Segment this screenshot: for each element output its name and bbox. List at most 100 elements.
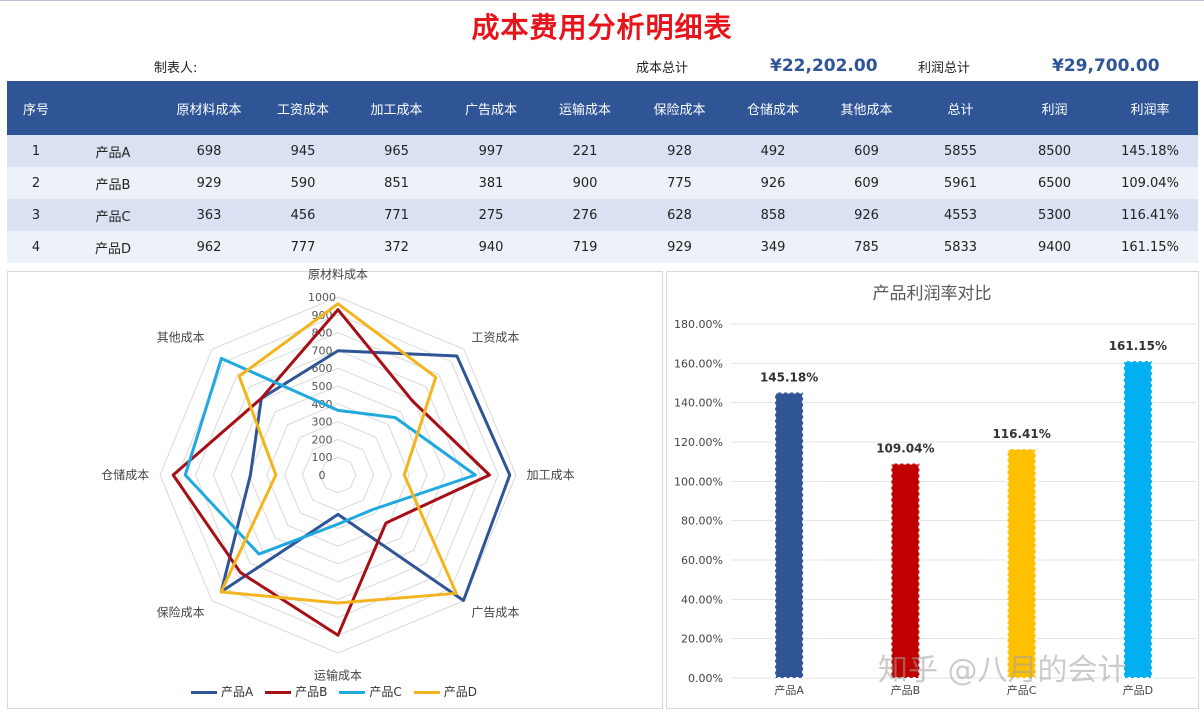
legend-item: 产品A xyxy=(190,683,253,700)
table-cell: 929 xyxy=(161,167,257,199)
radar-gridline xyxy=(230,367,446,583)
radar-tick-label: 500 xyxy=(312,380,333,393)
page-title: 成本费用分析明细表 xyxy=(471,11,733,44)
bar-category-label: 产品B xyxy=(891,683,921,697)
table-cell: 1 xyxy=(7,135,65,167)
column-header: 序号 xyxy=(7,81,65,135)
top-border xyxy=(0,0,1204,1)
radar-gridline xyxy=(266,403,410,547)
table-cell: 5833 xyxy=(914,231,1007,263)
column-header: 其他成本 xyxy=(819,81,914,135)
column-header: 广告成本 xyxy=(444,81,538,135)
table-cell: 940 xyxy=(444,231,538,263)
bar-data-label: 145.18% xyxy=(760,370,818,384)
legend-label: 产品C xyxy=(369,685,402,699)
radar-legend: 产品A 产品B 产品C 产品D xyxy=(7,683,661,700)
bar-chart-panel xyxy=(666,271,1199,709)
bar xyxy=(774,391,805,679)
profit-total-label: 利润总计 xyxy=(918,61,971,76)
table-cell: 945 xyxy=(257,135,349,167)
table-cell: 363 xyxy=(161,199,257,231)
table-cell: 926 xyxy=(819,199,914,231)
radar-series-line xyxy=(171,308,491,637)
radar-gridline xyxy=(212,349,464,601)
radar-tick-label: 100 xyxy=(312,451,333,464)
table-cell: 产品C xyxy=(65,199,161,231)
radar-axis-label: 工资成本 xyxy=(471,331,519,345)
table-cell: 145.18% xyxy=(1102,135,1198,167)
table-cell: 5961 xyxy=(914,167,1007,199)
table-cell: 221 xyxy=(538,135,632,167)
bar-data-label: 109.04% xyxy=(876,442,934,456)
radar-axis-label: 加工成本 xyxy=(527,468,575,482)
table-cell: 719 xyxy=(538,231,632,263)
table-cell: 775 xyxy=(632,167,727,199)
table-cell: 8500 xyxy=(1007,135,1102,167)
column-header: 运输成本 xyxy=(538,81,632,135)
table-cell: 997 xyxy=(444,135,538,167)
radar-axis-label: 广告成本 xyxy=(471,605,519,619)
table-cell: 产品A xyxy=(65,135,161,167)
cost-total-label: 成本总计 xyxy=(636,61,689,76)
bar-y-tick-label: 180.00% xyxy=(674,318,723,331)
table-cell: 产品D xyxy=(65,231,161,263)
radar-tick-label: 0 xyxy=(319,469,326,482)
radar-gridline xyxy=(195,332,481,618)
legend-swatch xyxy=(265,691,292,694)
table-cell: 5855 xyxy=(914,135,1007,167)
column-header: 原材料成本 xyxy=(161,81,257,135)
bar-category-label: 产品C xyxy=(1007,683,1037,697)
table-cell: 3 xyxy=(7,199,65,231)
bar-category-label: 产品A xyxy=(774,683,804,697)
maker-label: 制表人: xyxy=(154,61,198,76)
table-cell: 381 xyxy=(444,167,538,199)
bar-y-tick-label: 80.00% xyxy=(681,515,723,528)
cost-table: 序号 原材料成本 工资成本 加工成本 广告成本 运输成本 保险成本 仓储成本 其他成本 总计 利润利… xyxy=(7,81,1198,263)
bar xyxy=(1122,360,1153,679)
bar-y-tick-label: 60.00% xyxy=(681,554,723,567)
table-cell: 785 xyxy=(819,231,914,263)
radar-tick-label: 200 xyxy=(312,433,333,446)
bar-data-label: 116.41% xyxy=(992,427,1050,441)
column-header: 利润 xyxy=(1007,81,1102,135)
table-cell: 456 xyxy=(257,199,349,231)
table-row: 4 产品D 962 777 372 940 719 929 349 785 5833 9400 161.… xyxy=(7,231,1198,263)
table-cell: 492 xyxy=(727,135,819,167)
column-header xyxy=(65,81,161,135)
table-cell: 928 xyxy=(632,135,727,167)
bar-y-tick-label: 100.00% xyxy=(674,475,723,488)
column-header: 利润率 xyxy=(1102,81,1198,135)
radar-axis-label: 运输成本 xyxy=(314,668,362,683)
bar-y-tick-label: 120.00% xyxy=(674,436,723,449)
table-cell: 590 xyxy=(257,167,349,199)
radar-axis-label: 原材料成本 xyxy=(308,267,368,281)
table-cell: 609 xyxy=(819,167,914,199)
column-header: 加工成本 xyxy=(349,81,444,135)
table-cell: 4553 xyxy=(914,199,1007,231)
radar-tick-label: 700 xyxy=(312,344,333,357)
column-header: 总计 xyxy=(914,81,1007,135)
table-cell: 609 xyxy=(819,135,914,167)
radar-series-line xyxy=(183,356,477,556)
table-cell: 628 xyxy=(632,199,727,231)
radar-gridline xyxy=(159,296,517,654)
table-cell: 116.41% xyxy=(1102,199,1198,231)
table-cell: 161.15% xyxy=(1102,231,1198,263)
radar-axis-label: 其他成本 xyxy=(157,331,205,345)
radar-tick-label: 300 xyxy=(312,416,333,429)
bar-y-tick-label: 40.00% xyxy=(681,593,723,606)
radar-gridline xyxy=(319,456,357,494)
table-cell: 698 xyxy=(161,135,257,167)
table-row: 3 产品C 363 456 771 275 276 628 858 926 4553 5300 116.… xyxy=(7,199,1198,231)
table-cell: 276 xyxy=(538,199,632,231)
column-header: 工资成本 xyxy=(257,81,349,135)
table-cell: 777 xyxy=(257,231,349,263)
bar-category-label: 产品D xyxy=(1123,683,1153,697)
legend-swatch xyxy=(413,691,440,694)
table-cell: 929 xyxy=(632,231,727,263)
legend-item: 产品B xyxy=(265,683,327,700)
watermark: 知乎 @八月的会计 xyxy=(878,653,1128,688)
table-row: 2 产品B 929 590 851 381 900 775 926 609 5961 6500 109.… xyxy=(7,167,1198,199)
